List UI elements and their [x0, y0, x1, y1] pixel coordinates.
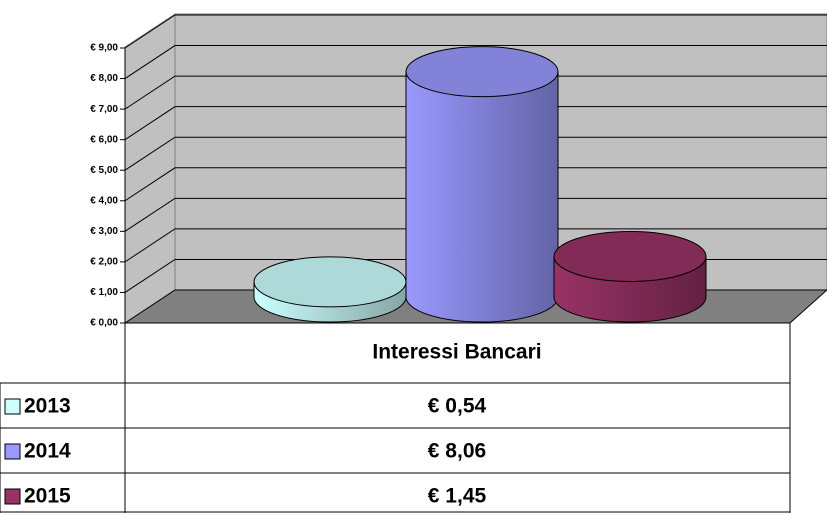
y-tick-label: € 7,00 — [90, 104, 118, 115]
cylinder-top — [405, 46, 559, 98]
y-tick-label: € 2,00 — [90, 257, 118, 268]
grid-line — [124, 75, 827, 110]
legend-swatch — [4, 443, 21, 460]
y-tick-label: € 0,00 — [90, 318, 118, 329]
grid-line — [124, 136, 827, 171]
legend-label: 2014 — [24, 440, 71, 463]
grid-line — [124, 45, 827, 79]
y-tick-label: € 1,00 — [90, 287, 118, 298]
y-tick-label: € 8,00 — [90, 73, 118, 84]
grid-line — [124, 167, 827, 202]
y-tick-label: € 5,00 — [90, 165, 118, 176]
legend-label: 2015 — [24, 485, 71, 508]
y-tick-label: € 6,00 — [90, 134, 118, 145]
grid-line — [124, 197, 827, 232]
y-tick-label: € 9,00 — [90, 43, 118, 54]
legend-label: 2013 — [24, 395, 71, 418]
cylinder-top — [253, 256, 407, 308]
value-label: € 0,54 — [428, 395, 487, 418]
category-label: Interessi Bancari — [372, 341, 541, 364]
grid-line — [124, 106, 827, 141]
grid-line — [124, 14, 827, 49]
value-label: € 1,45 — [428, 485, 487, 508]
y-tick-label: € 3,00 — [90, 226, 118, 237]
y-tick-label: € 4,00 — [90, 195, 118, 206]
cylinder — [405, 71, 559, 323]
grid-line — [124, 228, 827, 263]
value-label: € 8,06 — [428, 440, 486, 463]
legend-swatch — [4, 398, 21, 415]
cylinder-top — [553, 230, 707, 282]
legend-swatch — [4, 488, 21, 505]
side-wall — [124, 13, 176, 324]
